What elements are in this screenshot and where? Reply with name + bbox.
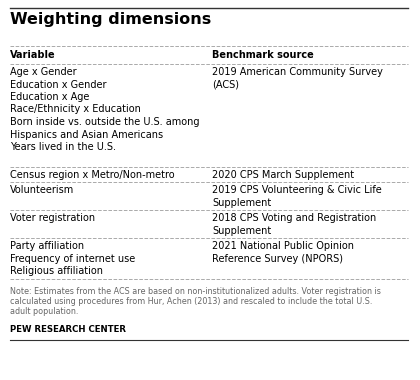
Text: PEW RESEARCH CENTER: PEW RESEARCH CENTER bbox=[10, 326, 126, 334]
Text: Race/Ethnicity x Education: Race/Ethnicity x Education bbox=[10, 105, 141, 114]
Text: Note: Estimates from the ACS are based on non-institutionalized adults. Voter re: Note: Estimates from the ACS are based o… bbox=[10, 288, 381, 296]
Text: Census region x Metro/Non-metro: Census region x Metro/Non-metro bbox=[10, 169, 175, 179]
Text: 2021 National Public Opinion: 2021 National Public Opinion bbox=[212, 241, 354, 251]
Text: 2019 CPS Volunteering & Civic Life: 2019 CPS Volunteering & Civic Life bbox=[212, 185, 382, 195]
Text: 2018 CPS Voting and Registration: 2018 CPS Voting and Registration bbox=[212, 213, 376, 223]
Text: Supplement: Supplement bbox=[212, 198, 271, 207]
Text: adult population.: adult population. bbox=[10, 307, 79, 317]
Text: Education x Age: Education x Age bbox=[10, 92, 89, 102]
Text: Party affiliation: Party affiliation bbox=[10, 241, 84, 251]
Text: Hispanics and Asian Americans: Hispanics and Asian Americans bbox=[10, 130, 163, 139]
Text: 2020 CPS March Supplement: 2020 CPS March Supplement bbox=[212, 169, 354, 179]
Text: 2019 American Community Survey: 2019 American Community Survey bbox=[212, 67, 383, 77]
Text: Benchmark source: Benchmark source bbox=[212, 50, 314, 60]
Text: Religious affiliation: Religious affiliation bbox=[10, 266, 103, 276]
Text: Education x Gender: Education x Gender bbox=[10, 79, 107, 90]
Text: Frequency of internet use: Frequency of internet use bbox=[10, 253, 135, 263]
Text: Volunteerism: Volunteerism bbox=[10, 185, 74, 195]
Text: Age x Gender: Age x Gender bbox=[10, 67, 76, 77]
Text: Voter registration: Voter registration bbox=[10, 213, 95, 223]
Text: Years lived in the U.S.: Years lived in the U.S. bbox=[10, 142, 116, 152]
Text: Reference Survey (NPORS): Reference Survey (NPORS) bbox=[212, 253, 343, 263]
Text: Variable: Variable bbox=[10, 50, 55, 60]
Text: calculated using procedures from Hur, Achen (2013) and rescaled to include the t: calculated using procedures from Hur, Ac… bbox=[10, 298, 373, 307]
Text: Born inside vs. outside the U.S. among: Born inside vs. outside the U.S. among bbox=[10, 117, 200, 127]
Text: Supplement: Supplement bbox=[212, 225, 271, 236]
Text: (ACS): (ACS) bbox=[212, 79, 239, 90]
Text: Weighting dimensions: Weighting dimensions bbox=[10, 12, 211, 27]
